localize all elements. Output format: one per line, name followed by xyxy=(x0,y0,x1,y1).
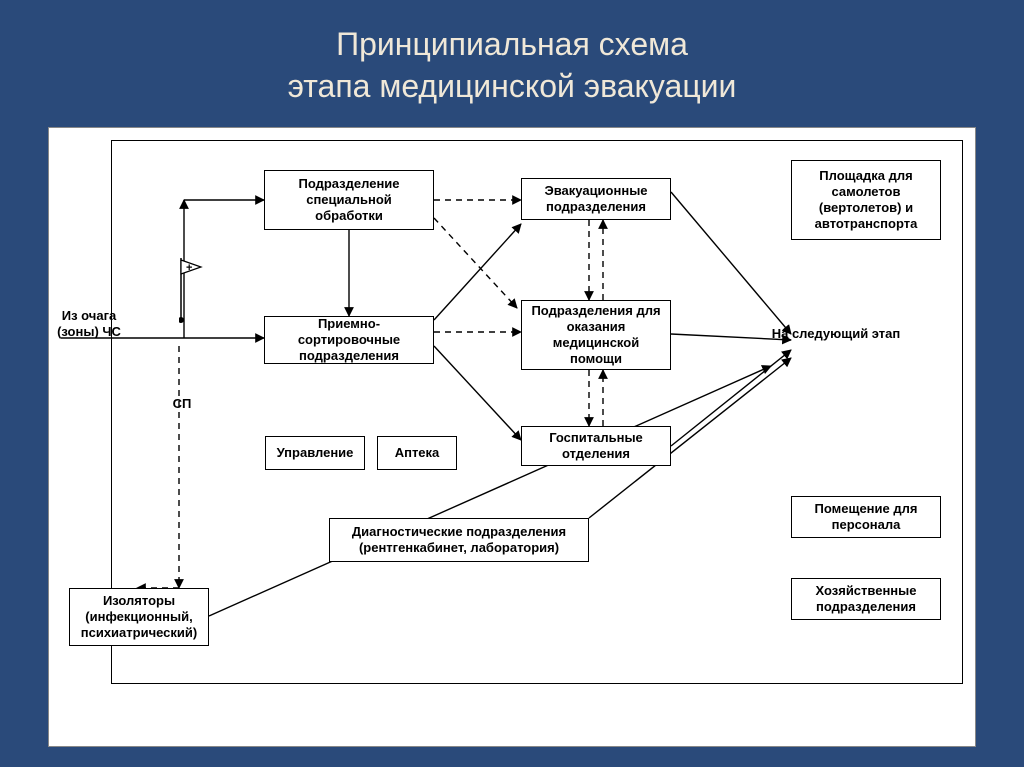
title-line-1: Принципиальная схема xyxy=(336,26,688,62)
node-pharmacy: Аптека xyxy=(377,436,457,470)
node-isol: Изоляторы (инфекционный, психиатрический… xyxy=(69,588,209,646)
svg-text:+: + xyxy=(186,262,192,274)
node-medcare: Подразделения для оказания медицинской п… xyxy=(521,300,671,370)
node-diag: Диагностические подразделения (рентгенка… xyxy=(329,518,589,562)
node-special: Подразделение специальной обработки xyxy=(264,170,434,230)
node-staff: Помещение для персонала xyxy=(791,496,941,538)
node-hospital: Госпитальные отделения xyxy=(521,426,671,466)
node-air: Площадка для самолетов (вертолетов) и ав… xyxy=(791,160,941,240)
label-source: Из очага (зоны) ЧС xyxy=(49,308,129,341)
node-manage: Управление xyxy=(265,436,365,470)
node-evac: Эвакуационные подразделения xyxy=(521,178,671,220)
node-econ: Хозяйственные подразделения xyxy=(791,578,941,620)
label-next-stage: На следующий этап xyxy=(771,326,901,342)
flag-icon: + xyxy=(179,258,209,333)
title-line-2: этапа медицинской эвакуации xyxy=(288,68,737,104)
node-sort: Приемно-сортировочные подразделения xyxy=(264,316,434,364)
diagram-canvas: + Подразделение специальной обработки Эва… xyxy=(48,127,976,747)
label-sp: СП xyxy=(167,396,197,412)
